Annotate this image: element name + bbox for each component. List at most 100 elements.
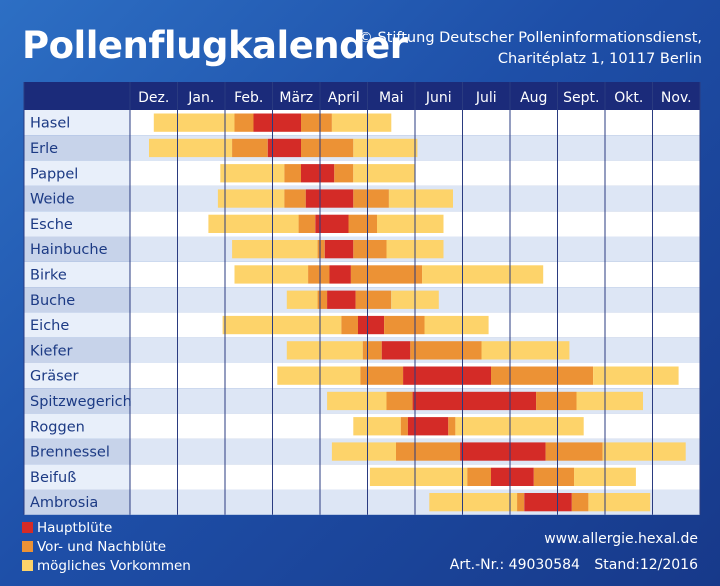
bar-vornach bbox=[386, 391, 413, 411]
month-label: Jan. bbox=[187, 90, 214, 106]
month-label: Dez. bbox=[138, 90, 169, 106]
row-label-bg bbox=[24, 464, 130, 490]
bar-moeglich bbox=[222, 315, 342, 335]
bar-haupt bbox=[327, 290, 356, 309]
plant-label: Birke bbox=[30, 267, 67, 283]
bar-moeglich bbox=[331, 442, 396, 461]
bar-vornach bbox=[396, 442, 461, 461]
bar-moeglich bbox=[353, 417, 401, 436]
bar-moeglich bbox=[369, 467, 468, 486]
bar-haupt bbox=[324, 240, 354, 259]
bar-moeglich bbox=[388, 189, 453, 208]
article-number: Art.-Nr.: 49030584 bbox=[449, 557, 580, 573]
bar-haupt bbox=[315, 214, 349, 233]
bar-vornach bbox=[334, 164, 354, 183]
plant-label: Eiche bbox=[30, 318, 69, 334]
bar-moeglich bbox=[455, 417, 584, 436]
month-label: April bbox=[328, 90, 360, 106]
bar-haupt bbox=[329, 265, 351, 284]
bar-haupt bbox=[267, 138, 302, 158]
bar-haupt bbox=[524, 493, 572, 512]
plant-label: Ambrosia bbox=[30, 495, 98, 511]
bar-haupt bbox=[358, 315, 385, 335]
plant-label: Hainbuche bbox=[30, 242, 108, 258]
bar-moeglich bbox=[353, 164, 416, 183]
bar-vornach bbox=[360, 366, 404, 385]
month-label: Juni bbox=[425, 90, 452, 106]
plant-label: Pappel bbox=[30, 166, 78, 182]
bar-moeglich bbox=[331, 113, 392, 132]
row-label-bg bbox=[24, 388, 130, 414]
row-label-bg bbox=[24, 135, 130, 161]
legend-item-haupt: Hauptblüte bbox=[22, 518, 191, 537]
row-label-bg bbox=[24, 337, 130, 363]
plant-label: Buche bbox=[30, 293, 75, 309]
row-label-bg bbox=[24, 363, 130, 389]
bar-vornach bbox=[517, 493, 525, 512]
bar-moeglich bbox=[593, 366, 679, 385]
legend-swatch-moeglich bbox=[22, 560, 33, 571]
stand-date: Stand:12/2016 bbox=[594, 557, 698, 573]
bar-haupt bbox=[407, 417, 449, 436]
legend-swatch-haupt bbox=[22, 522, 33, 533]
month-label: Feb. bbox=[234, 90, 263, 106]
footer-info: Art.-Nr.: 49030584 Stand:12/2016 bbox=[450, 557, 698, 573]
bar-haupt bbox=[403, 366, 491, 385]
legend-item-moeglich: mögliches Vorkommen bbox=[22, 556, 191, 575]
bar-moeglich bbox=[232, 240, 318, 259]
bar-moeglich bbox=[153, 113, 235, 132]
bar-vornach bbox=[355, 290, 392, 309]
month-label: Juli bbox=[475, 90, 497, 106]
plant-label: Weide bbox=[30, 192, 75, 208]
bar-vornach bbox=[298, 214, 316, 233]
row-label-bg bbox=[24, 261, 130, 288]
bar-vornach bbox=[301, 113, 332, 132]
row-label-bg bbox=[24, 110, 130, 136]
bar-vornach bbox=[353, 240, 387, 259]
legend-swatch-vornach bbox=[22, 541, 33, 552]
bar-moeglich bbox=[576, 391, 643, 411]
month-label: Aug bbox=[520, 90, 547, 106]
bar-vornach bbox=[491, 366, 594, 385]
bar-moeglich bbox=[208, 214, 299, 233]
legend: Hauptblüte Vor- und Nachblüte mögliches … bbox=[22, 518, 191, 575]
bar-moeglich bbox=[481, 341, 570, 360]
bar-vornach bbox=[571, 493, 589, 512]
website-link[interactable]: www.allergie.hexal.de bbox=[544, 531, 698, 547]
row-label-bg bbox=[24, 438, 130, 465]
bar-moeglich bbox=[149, 138, 233, 158]
bar-vornach bbox=[301, 138, 354, 158]
plant-label: Spitzwegerich bbox=[30, 394, 132, 410]
bar-haupt bbox=[412, 391, 537, 411]
page-title: Pollenflugkalender bbox=[22, 24, 408, 67]
row-label-bg bbox=[24, 287, 130, 313]
bar-vornach bbox=[410, 341, 482, 360]
copyright-notice: © Stiftung Deutscher Polleninformationsd… bbox=[358, 28, 702, 70]
bar-vornach bbox=[533, 467, 575, 486]
bar-moeglich bbox=[588, 493, 651, 512]
bar-vornach bbox=[448, 417, 456, 436]
bar-haupt bbox=[253, 113, 301, 132]
month-label: März bbox=[279, 90, 313, 106]
row-label-bg bbox=[24, 160, 130, 186]
bar-vornach bbox=[284, 164, 301, 183]
bar-haupt bbox=[305, 189, 354, 208]
bar-moeglich bbox=[422, 265, 544, 284]
month-header-band bbox=[24, 82, 700, 110]
plant-label: Erle bbox=[30, 141, 58, 157]
bar-haupt bbox=[491, 467, 534, 486]
bar-vornach bbox=[384, 315, 425, 335]
bar-haupt bbox=[381, 341, 411, 360]
bar-moeglich bbox=[220, 164, 285, 183]
plant-label: Beifuß bbox=[30, 470, 76, 486]
bar-moeglich bbox=[286, 290, 318, 309]
copyright-line-1: © Stiftung Deutscher Polleninformationsd… bbox=[358, 30, 702, 46]
bar-moeglich bbox=[234, 265, 309, 284]
bar-moeglich bbox=[217, 189, 285, 208]
legend-item-vornach: Vor- und Nachblüte bbox=[22, 537, 191, 556]
bar-vornach bbox=[350, 265, 423, 284]
bar-moeglich bbox=[429, 493, 518, 512]
bar-vornach bbox=[317, 290, 328, 309]
bar-moeglich bbox=[327, 391, 387, 411]
